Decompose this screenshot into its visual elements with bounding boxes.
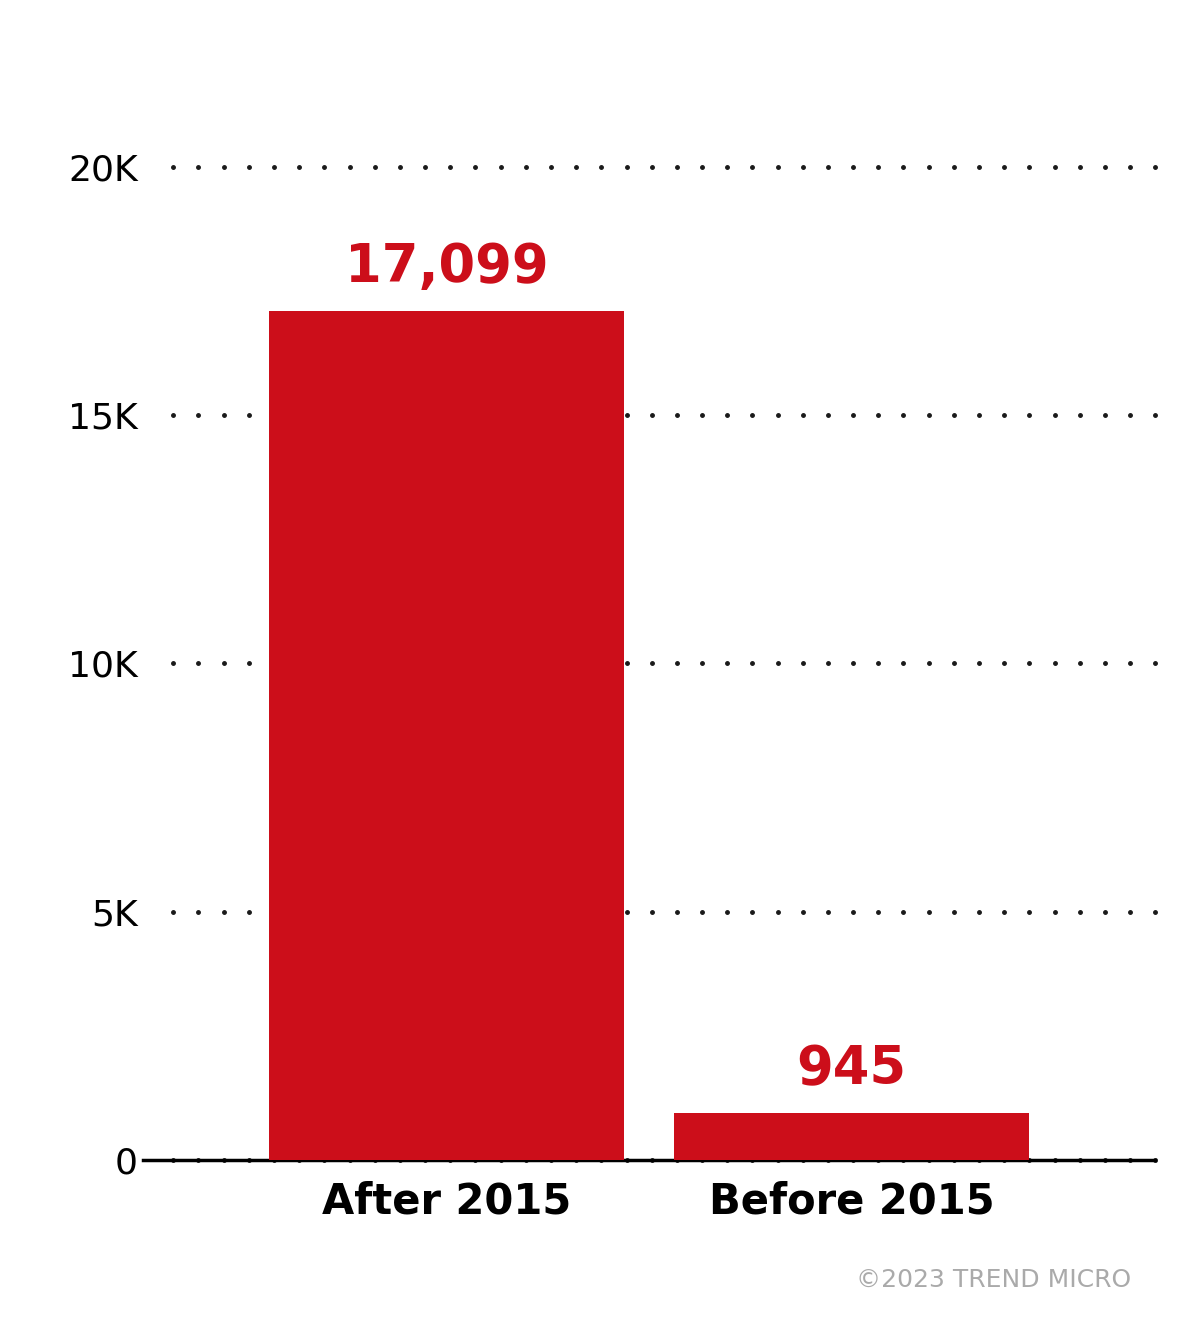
Text: 17,099: 17,099 bbox=[345, 241, 548, 294]
Bar bbox=[674, 1112, 1029, 1160]
Text: 945: 945 bbox=[797, 1044, 906, 1095]
Text: ©2023 TREND MICRO: ©2023 TREND MICRO bbox=[856, 1268, 1131, 1292]
Bar bbox=[269, 311, 624, 1160]
